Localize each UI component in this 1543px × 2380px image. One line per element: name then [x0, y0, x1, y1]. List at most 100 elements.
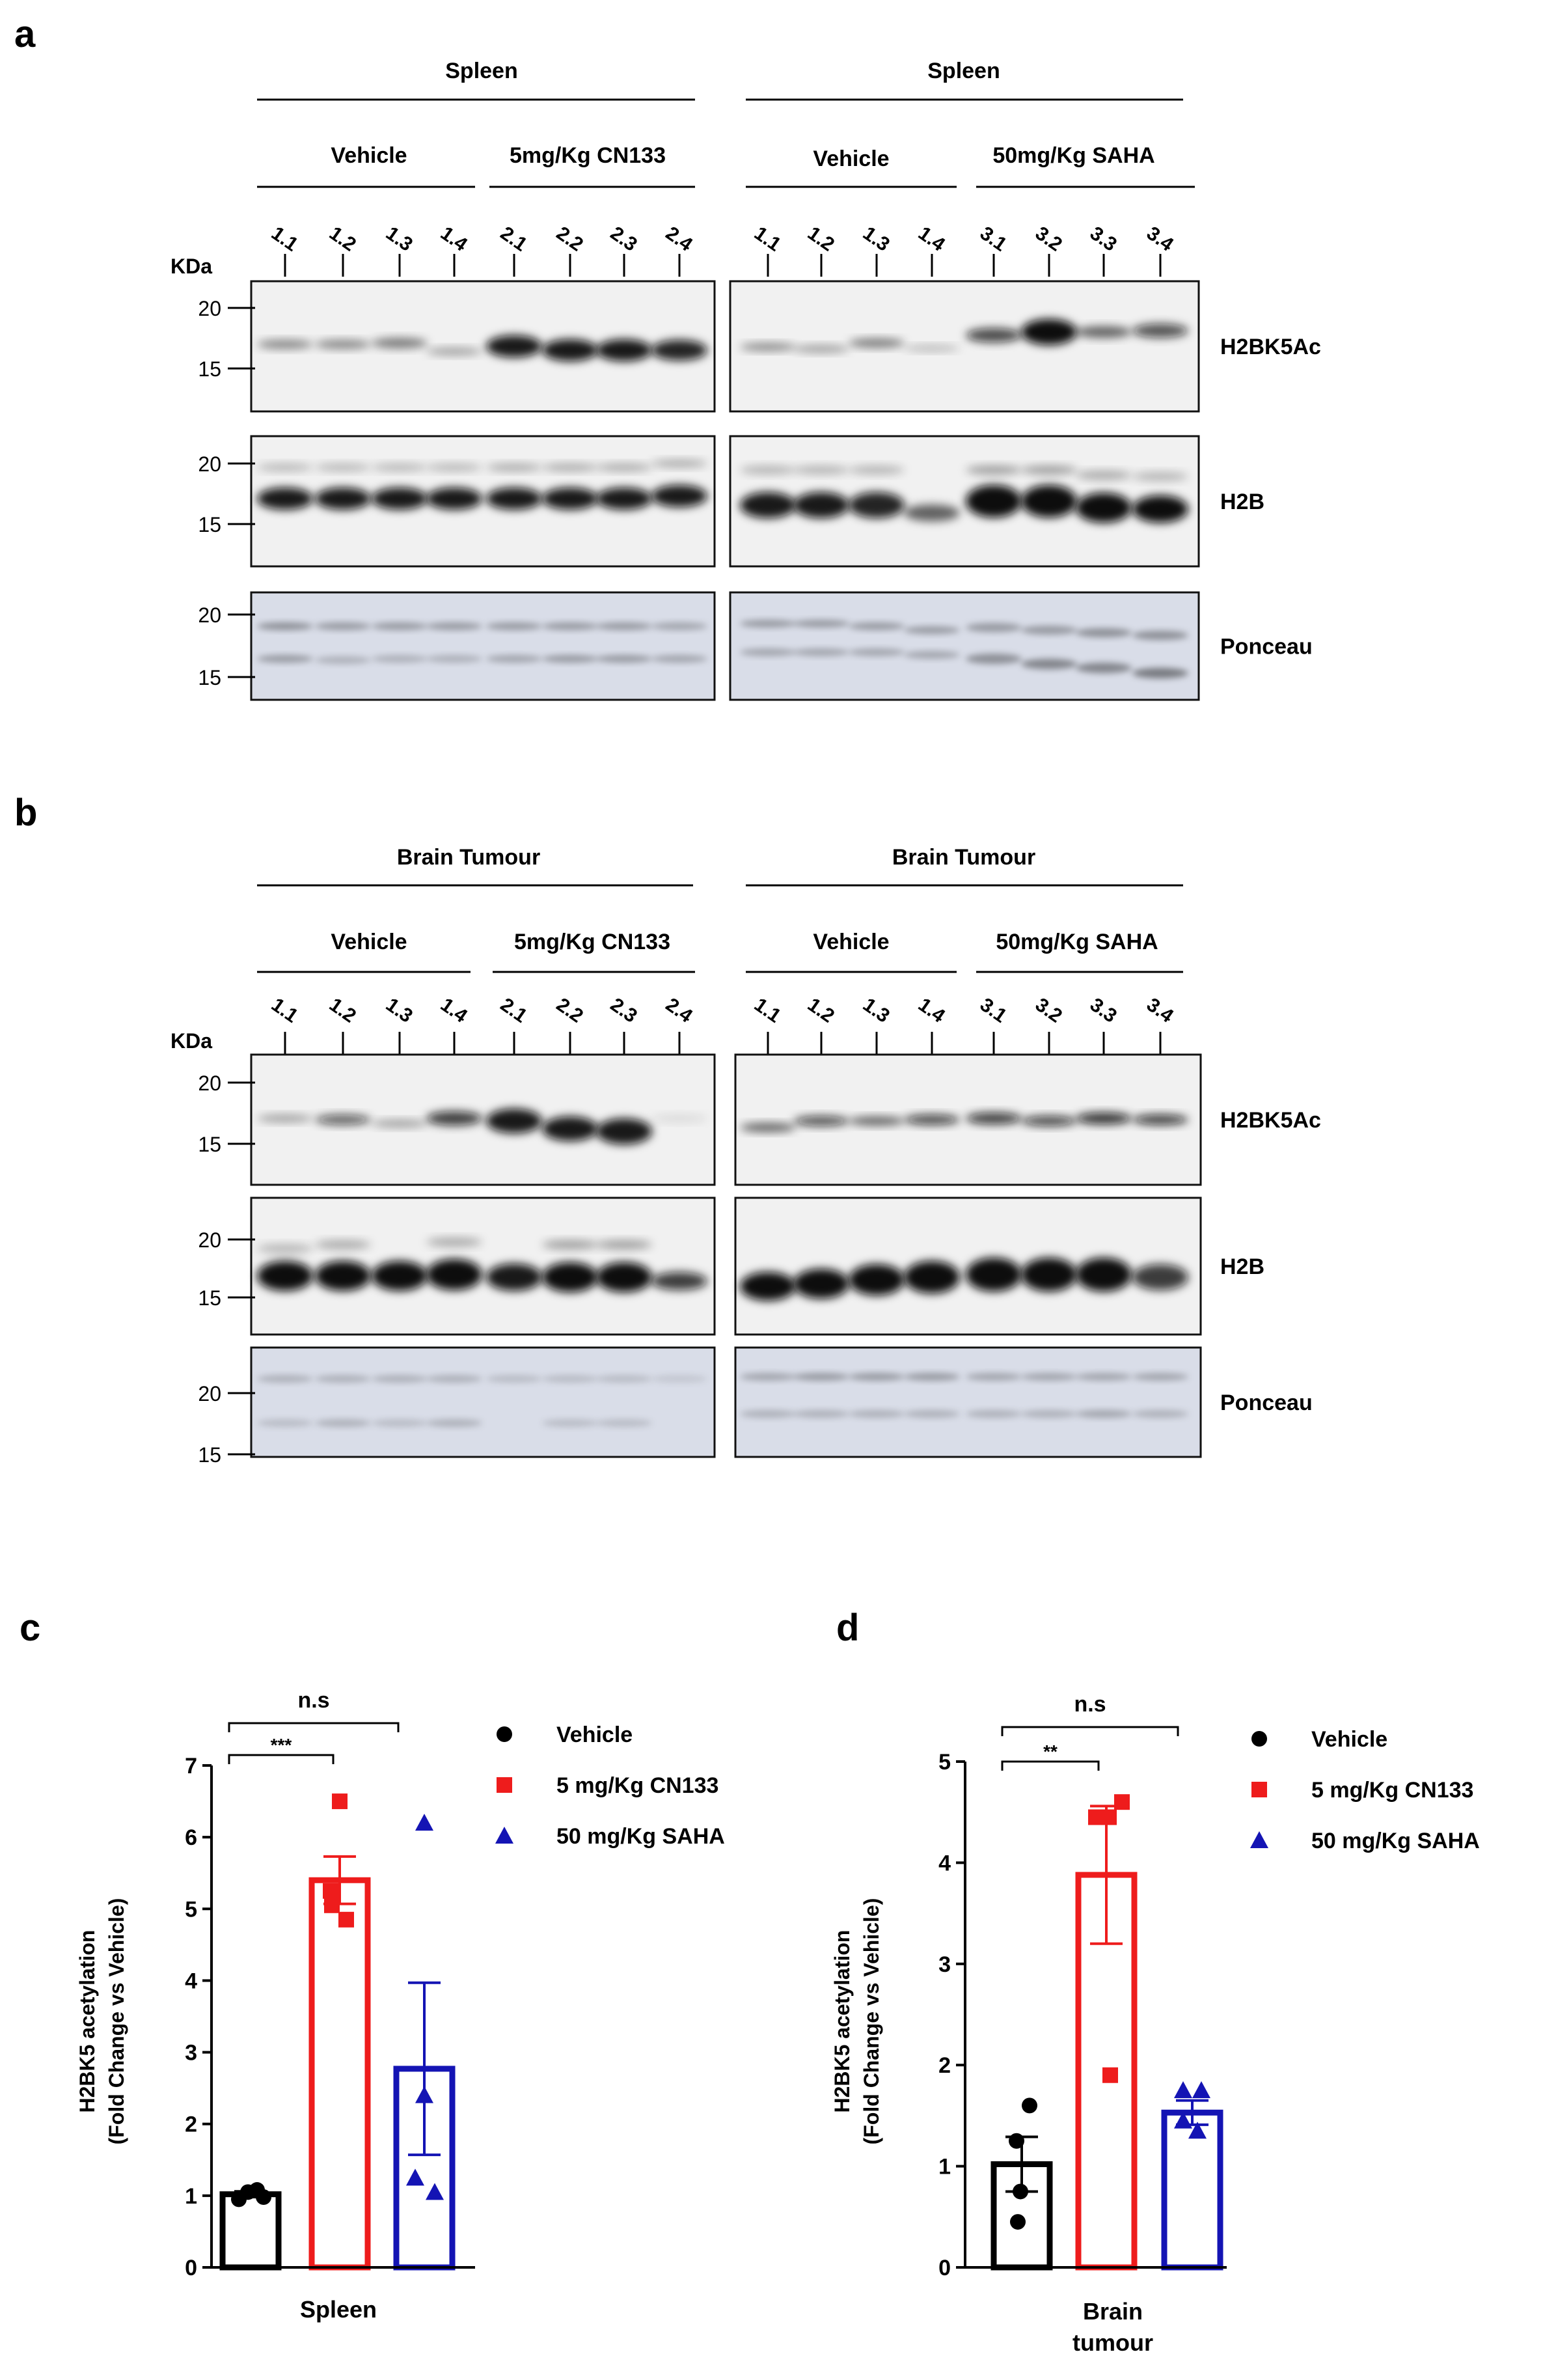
- legend-label: 5 mg/Kg CN133: [1311, 1778, 1473, 1803]
- blot-band: [651, 485, 707, 507]
- legend-marker: [497, 1777, 512, 1793]
- lane-label: 1.1: [267, 223, 302, 256]
- legend-marker: [1250, 1831, 1268, 1848]
- data-point: [1102, 2067, 1118, 2083]
- blot-band: [257, 655, 313, 663]
- blot-band: [651, 1375, 707, 1383]
- legend-label: Vehicle: [1311, 1727, 1387, 1752]
- blot-band: [1021, 1410, 1077, 1418]
- kda-label: KDa: [171, 255, 212, 278]
- blot-band: [966, 328, 1022, 342]
- blot-band: [1021, 319, 1077, 345]
- blot-band: [596, 464, 652, 471]
- kda-marker: 15: [198, 666, 221, 689]
- blot-band: [793, 1373, 849, 1381]
- blot-membrane: [250, 591, 716, 701]
- kda-marker: 20: [198, 603, 221, 627]
- kda-marker: 15: [198, 357, 221, 381]
- blot-band: [1021, 1373, 1077, 1381]
- lane-label: 1.4: [437, 994, 471, 1027]
- data-point: [1174, 2081, 1192, 2099]
- blot-membrane: [734, 1346, 1202, 1458]
- y-tick-label: 5: [185, 1897, 197, 1922]
- data-point: [1101, 1809, 1117, 1825]
- blot-label: H2BK5Ac: [1220, 335, 1321, 359]
- blot-band: [904, 1261, 960, 1294]
- blot-band: [542, 655, 598, 663]
- blot-band: [257, 622, 313, 630]
- blot-band: [849, 1373, 905, 1381]
- tissue-label-left: Brain Tumour: [397, 845, 540, 870]
- y-tick-label: 6: [185, 1825, 197, 1850]
- blot-band: [257, 1419, 313, 1427]
- blot-band: [1132, 1373, 1188, 1381]
- panel-a: a Spleen Spleen Vehicle 5mg/Kg CN133 Veh…: [14, 13, 1321, 701]
- blot-band: [1132, 324, 1188, 338]
- significance-label: **: [1043, 1741, 1058, 1762]
- blot-band: [426, 1259, 482, 1290]
- legend-label: 50 mg/Kg SAHA: [1311, 1829, 1480, 1853]
- blot-band: [596, 339, 652, 361]
- blot-band: [542, 1419, 598, 1427]
- lane-label: 1.3: [382, 223, 416, 256]
- blot-band: [315, 1419, 371, 1427]
- blot-band: [904, 626, 960, 634]
- lane-label: 3.3: [1086, 223, 1121, 256]
- blot-band: [793, 1269, 849, 1299]
- blot-band: [426, 1238, 482, 1247]
- y-tick-label: 2: [938, 2053, 951, 2078]
- blot-band: [596, 1118, 652, 1144]
- blot-band: [542, 1375, 598, 1383]
- blot-band: [372, 622, 428, 630]
- significance-bracket: [228, 1754, 335, 1764]
- blot-band: [966, 485, 1022, 518]
- blot-band: [1076, 1258, 1132, 1292]
- blot-band: [1132, 1264, 1188, 1290]
- blot-band: [315, 1261, 371, 1291]
- lane-label: 1.4: [914, 223, 949, 256]
- blot-band: [542, 1262, 598, 1292]
- blot-band: [904, 1373, 960, 1381]
- data-point: [426, 2183, 444, 2200]
- kda-marker: 15: [198, 513, 221, 536]
- blot-band: [426, 655, 482, 663]
- data-point: [338, 1911, 354, 1928]
- blot-band: [486, 1375, 542, 1383]
- significance-label: n.s: [1074, 1692, 1106, 1717]
- data-point: [1114, 1794, 1130, 1810]
- blot-band: [257, 1261, 313, 1291]
- y-tick-label: 1: [938, 2155, 951, 2179]
- significance-bracket: [228, 1722, 400, 1732]
- blot-band: [486, 464, 542, 471]
- blot-band: [372, 464, 428, 471]
- y-tick-label: 4: [938, 1851, 951, 1875]
- lane-label: 3.3: [1086, 994, 1121, 1027]
- lane-label: 3.1: [976, 994, 1011, 1027]
- blot-band: [966, 1258, 1022, 1292]
- blot-band: [372, 1120, 428, 1128]
- blot-label: H2BK5Ac: [1220, 1108, 1321, 1133]
- lane-labels: 1.1 1.2 1.3 1.4 2.1 2.2 2.3 2.4 1.1 1.2 1.3 1.4 3.1 3…: [267, 223, 1177, 277]
- blot-band: [315, 1240, 371, 1249]
- blot-band: [651, 340, 707, 361]
- blot-band: [486, 655, 542, 663]
- lane-label: 2.2: [553, 994, 587, 1027]
- blot-band: [426, 1419, 482, 1427]
- blot-band: [372, 655, 428, 663]
- data-point: [1010, 2214, 1026, 2230]
- blot-band: [1021, 659, 1077, 669]
- blot-band: [315, 464, 371, 471]
- blot-membrane: [729, 591, 1200, 701]
- x-axis-label: Brain: [1083, 2298, 1143, 2325]
- data-point: [406, 2168, 424, 2186]
- blot-band: [793, 620, 849, 628]
- lane-label: 1.2: [804, 223, 838, 256]
- tissue-label-right: Brain Tumour: [892, 845, 1035, 870]
- lane-label: 2.1: [497, 994, 531, 1027]
- blot-band: [966, 1410, 1022, 1418]
- blot-band: [651, 1114, 707, 1122]
- blot-band: [1021, 626, 1077, 635]
- blot-band: [426, 622, 482, 630]
- tissue-label-right: Spleen: [927, 59, 1000, 83]
